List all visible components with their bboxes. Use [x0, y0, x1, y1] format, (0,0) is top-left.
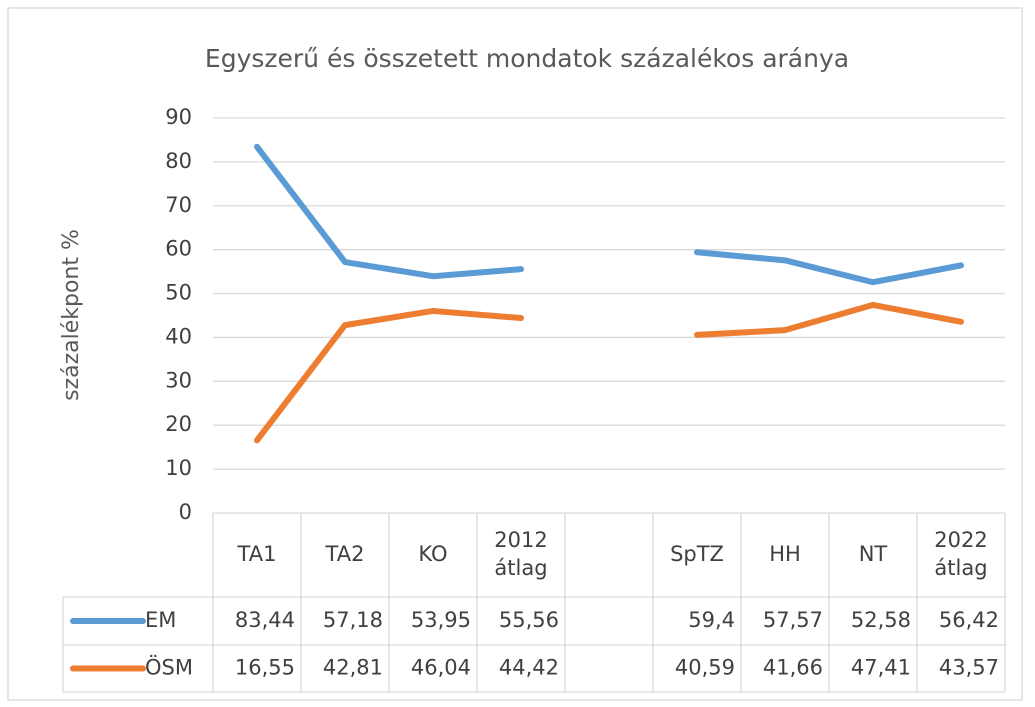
y-tick-label: 80 — [165, 149, 192, 173]
x-tick-label: TA2 — [325, 542, 365, 566]
table-value: 55,56 — [499, 608, 559, 632]
table-value: 40,59 — [675, 656, 735, 680]
series-line — [254, 301, 964, 444]
x-tick-label: TA1 — [237, 542, 277, 566]
table-value: 42,81 — [323, 656, 383, 680]
table-value: 57,57 — [763, 608, 823, 632]
legend-label: ÖSM — [145, 655, 193, 680]
y-tick-label: 50 — [165, 281, 192, 305]
table-value: 57,18 — [323, 608, 383, 632]
x-tick-label: 2022 átlag — [934, 528, 987, 580]
table-value: 41,66 — [763, 656, 823, 680]
table-value: 16,55 — [235, 656, 295, 680]
table-value: 53,95 — [411, 608, 471, 632]
y-tick-label: 30 — [165, 368, 192, 392]
y-tick-label: 70 — [165, 193, 192, 217]
table-value: 44,42 — [499, 656, 559, 680]
series-line — [254, 143, 964, 286]
x-tick-label: 2012 átlag — [494, 528, 547, 580]
x-tick-label: NT — [859, 542, 888, 566]
y-tick-label: 10 — [165, 456, 192, 480]
y-tick-label: 20 — [165, 412, 192, 436]
table-value: 56,42 — [939, 608, 999, 632]
x-tick-label: KO — [418, 542, 447, 566]
x-tick-label: HH — [769, 542, 801, 566]
table-value: 83,44 — [235, 608, 295, 632]
table-value: 46,04 — [411, 656, 471, 680]
legend-label: EM — [145, 608, 176, 632]
table-value: 52,58 — [851, 608, 911, 632]
chart-border — [7, 7, 1023, 701]
x-tick-label: SpTZ — [670, 542, 724, 566]
y-tick-label: 90 — [165, 105, 192, 129]
y-axis-title: százalékpont % — [59, 229, 84, 401]
y-tick-label: 60 — [165, 237, 192, 261]
y-tick-label: 0 — [179, 500, 192, 524]
y-tick-label: 40 — [165, 324, 192, 348]
chart-title: Egyszerű és összetett mondatok százaléko… — [205, 44, 849, 73]
table-value: 47,41 — [851, 656, 911, 680]
table-value: 43,57 — [939, 656, 999, 680]
table-value: 59,4 — [688, 608, 735, 632]
